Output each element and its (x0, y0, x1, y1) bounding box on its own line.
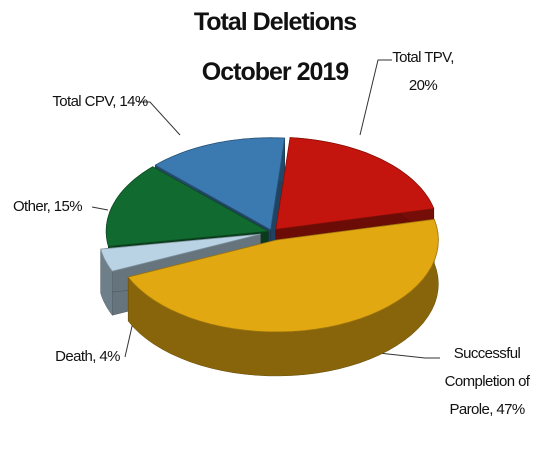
leader-line (138, 101, 181, 136)
slice (127, 218, 439, 333)
chart-title: Total Deletions (193, 8, 357, 36)
slice (100, 233, 261, 272)
leader-line (91, 206, 109, 211)
data-label: Other, 15% (12, 198, 83, 215)
leader-line (359, 59, 392, 136)
leader-line (124, 321, 134, 358)
chart-title: October 2019 (201, 58, 349, 86)
leader-lines (91, 59, 440, 359)
slice (154, 137, 286, 231)
data-label: Total CPV, 14% (52, 93, 148, 110)
slice (275, 137, 435, 230)
leader-line (369, 351, 440, 359)
data-label: Total TPV, 20% (392, 49, 454, 94)
data-label: Death, 4% (55, 348, 120, 365)
slice (105, 166, 270, 247)
data-label: Successful Completion of Parole, 47% (444, 345, 530, 418)
